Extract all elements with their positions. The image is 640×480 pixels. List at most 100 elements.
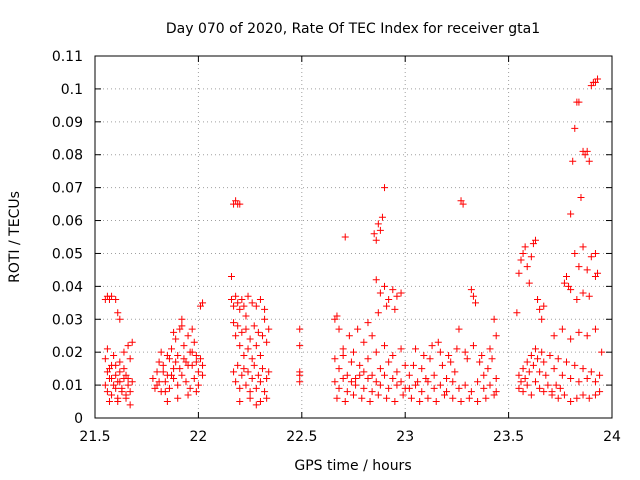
data-point xyxy=(538,315,546,323)
data-point xyxy=(244,292,252,300)
data-point xyxy=(467,388,475,396)
data-point xyxy=(244,345,252,353)
data-point xyxy=(397,345,405,353)
data-point xyxy=(515,269,523,277)
data-point xyxy=(594,269,602,277)
y-tick-label: 0.11 xyxy=(52,49,83,65)
data-point xyxy=(393,381,401,389)
data-point xyxy=(534,296,542,304)
data-point xyxy=(256,398,264,406)
data-point xyxy=(474,378,482,386)
data-point xyxy=(108,361,116,369)
data-point xyxy=(567,210,575,218)
data-point xyxy=(575,263,583,271)
data-point xyxy=(190,375,198,383)
data-point xyxy=(234,322,242,330)
data-point xyxy=(391,305,399,313)
data-point xyxy=(575,98,583,106)
data-point xyxy=(296,378,304,386)
data-point xyxy=(165,384,173,392)
data-point xyxy=(184,361,192,369)
data-point xyxy=(168,371,176,379)
data-point xyxy=(575,328,583,336)
data-point xyxy=(153,381,161,389)
data-point xyxy=(573,394,581,402)
data-point xyxy=(445,351,453,359)
data-point xyxy=(393,368,401,376)
data-point xyxy=(571,124,579,132)
data-point xyxy=(256,351,264,359)
data-point xyxy=(254,328,262,336)
data-point xyxy=(381,371,389,379)
data-point xyxy=(544,381,552,389)
data-point xyxy=(540,302,548,310)
data-point xyxy=(105,375,113,383)
data-point xyxy=(172,335,180,343)
data-point xyxy=(424,394,432,402)
data-point xyxy=(567,398,575,406)
data-point xyxy=(492,375,500,383)
data-point xyxy=(447,358,455,366)
data-point xyxy=(376,381,384,389)
data-point xyxy=(517,378,525,386)
data-point xyxy=(174,351,182,359)
data-point xyxy=(552,381,560,389)
data-point xyxy=(376,226,384,234)
y-tick-label: 0.06 xyxy=(52,214,83,230)
data-point xyxy=(461,381,469,389)
data-point xyxy=(488,355,496,363)
data-point xyxy=(364,375,372,383)
data-point xyxy=(486,345,494,353)
data-point xyxy=(240,365,248,373)
data-point xyxy=(378,213,386,221)
data-point xyxy=(252,384,260,392)
data-point xyxy=(567,375,575,383)
grid xyxy=(95,56,612,418)
data-point xyxy=(461,348,469,356)
data-point xyxy=(232,332,240,340)
data-point xyxy=(490,315,498,323)
data-point xyxy=(513,309,521,317)
data-point xyxy=(108,292,116,300)
data-point xyxy=(118,388,126,396)
data-point xyxy=(296,371,304,379)
data-point xyxy=(467,286,475,294)
data-point xyxy=(585,292,593,300)
data-point xyxy=(538,348,546,356)
data-point xyxy=(331,378,339,386)
data-point xyxy=(101,355,109,363)
data-point xyxy=(583,332,591,340)
data-point xyxy=(385,296,393,304)
data-point xyxy=(168,345,176,353)
x-tick-label: 22 xyxy=(189,429,207,445)
data-point xyxy=(343,388,351,396)
data-point xyxy=(341,233,349,241)
data-points xyxy=(101,75,606,409)
data-point xyxy=(149,375,157,383)
data-point xyxy=(372,348,380,356)
data-point xyxy=(124,342,132,350)
data-point xyxy=(126,388,134,396)
data-point xyxy=(546,351,554,359)
data-point xyxy=(230,368,238,376)
data-point xyxy=(575,378,583,386)
data-point xyxy=(227,296,235,304)
data-point xyxy=(397,378,405,386)
data-point xyxy=(418,365,426,373)
data-point xyxy=(172,358,180,366)
data-point xyxy=(554,355,562,363)
data-point xyxy=(426,355,434,363)
data-point xyxy=(515,384,523,392)
data-point xyxy=(567,335,575,343)
data-point xyxy=(335,384,343,392)
data-point xyxy=(236,398,244,406)
data-point xyxy=(356,371,364,379)
data-point xyxy=(492,332,500,340)
data-point xyxy=(449,394,457,402)
data-point xyxy=(263,375,271,383)
data-point xyxy=(472,299,480,307)
data-point xyxy=(184,391,192,399)
data-point xyxy=(180,342,188,350)
data-point xyxy=(531,378,539,386)
